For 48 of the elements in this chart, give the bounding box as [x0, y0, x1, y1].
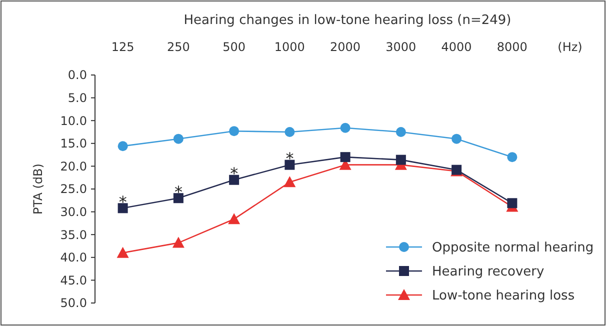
y-tick-label: 35.0 [60, 228, 87, 242]
x-tick-label: 3000 [386, 40, 416, 54]
annotation: * [286, 149, 294, 168]
point [228, 213, 240, 224]
annotation: * [174, 182, 182, 202]
y-tick-label: 15.0 [60, 136, 87, 151]
y-tick-label: 30.0 [60, 205, 87, 219]
point [173, 193, 184, 204]
y-tick-label: 50.0 [60, 296, 87, 310]
y-tick-label: 20.0 [60, 159, 87, 174]
y-tick-label: 5.0 [68, 91, 87, 105]
point [172, 236, 184, 248]
chart-title: Hearing changes in low-tone hearing loss (n=249) [184, 13, 512, 28]
point [507, 152, 518, 162]
point [396, 127, 406, 137]
point [173, 134, 184, 144]
point [452, 134, 462, 144]
x-tick-label: 125 [111, 40, 134, 54]
x-tick-label: 1000 [274, 40, 305, 54]
x-axis-title: (Hz) [558, 40, 582, 54]
point [340, 122, 350, 133]
legend-label: Opposite normal hearing [432, 240, 594, 256]
point [118, 141, 128, 152]
y-tick-label: 45.0 [60, 273, 87, 288]
x-tick-label: 500 [222, 40, 246, 54]
y-axis-title: PTA (dB) [31, 164, 45, 214]
y-tick-label: 10.0 [60, 114, 87, 128]
x-tick-label: 250 [166, 40, 190, 54]
legend-label: Hearing recovery [432, 264, 545, 280]
y-tick-label: 25.0 [60, 182, 87, 196]
point [284, 176, 296, 188]
y-tick-label: 40.0 [60, 250, 87, 265]
annotation: * [118, 192, 127, 212]
x-tick-label: 8000 [496, 40, 528, 54]
legend-label: Low-tone hearing loss [432, 288, 575, 304]
point [396, 154, 406, 165]
point [116, 246, 129, 258]
point [284, 127, 295, 137]
point [340, 152, 350, 162]
y-tick-label: 0.0 [68, 68, 87, 82]
point [229, 174, 240, 185]
point [229, 126, 240, 136]
point [118, 203, 128, 214]
point [507, 198, 518, 208]
x-tick-label: 2000 [330, 40, 361, 54]
point [284, 160, 295, 170]
x-tick-label: 4000 [441, 40, 472, 54]
annotation: * [230, 164, 238, 184]
